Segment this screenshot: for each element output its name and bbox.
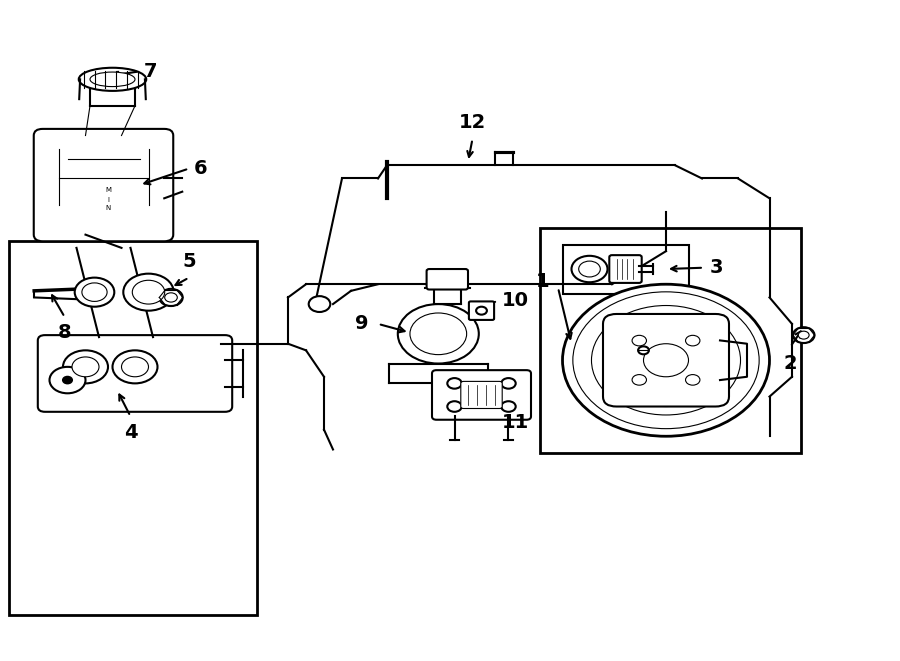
Circle shape <box>686 335 700 346</box>
Circle shape <box>63 377 72 383</box>
Circle shape <box>591 305 741 415</box>
FancyBboxPatch shape <box>469 301 494 320</box>
Text: N: N <box>105 205 111 212</box>
Circle shape <box>798 331 809 339</box>
Circle shape <box>123 274 174 311</box>
Circle shape <box>638 346 649 354</box>
Text: I: I <box>107 196 109 203</box>
Circle shape <box>63 350 108 383</box>
Text: 7: 7 <box>144 62 158 81</box>
FancyBboxPatch shape <box>38 335 232 412</box>
Text: 3: 3 <box>709 258 723 277</box>
Circle shape <box>410 313 467 354</box>
Circle shape <box>572 256 608 282</box>
Text: 4: 4 <box>123 423 138 442</box>
Text: 5: 5 <box>182 252 196 271</box>
Circle shape <box>82 283 107 301</box>
FancyBboxPatch shape <box>34 129 173 241</box>
Ellipse shape <box>90 72 135 87</box>
Text: 8: 8 <box>58 323 72 342</box>
Bar <box>9 241 256 615</box>
Circle shape <box>447 401 462 412</box>
Circle shape <box>632 335 646 346</box>
Circle shape <box>398 304 479 364</box>
Circle shape <box>50 367 86 393</box>
Text: 6: 6 <box>194 159 207 178</box>
Circle shape <box>686 375 700 385</box>
FancyBboxPatch shape <box>432 370 531 420</box>
Text: 12: 12 <box>459 113 486 132</box>
Circle shape <box>573 292 760 429</box>
Circle shape <box>159 289 183 306</box>
FancyBboxPatch shape <box>461 381 502 408</box>
Circle shape <box>501 378 516 389</box>
Circle shape <box>75 278 114 307</box>
FancyBboxPatch shape <box>603 314 729 407</box>
FancyBboxPatch shape <box>609 255 642 283</box>
Circle shape <box>132 280 165 304</box>
Circle shape <box>579 261 600 277</box>
Text: 9: 9 <box>356 315 369 333</box>
Circle shape <box>793 327 814 343</box>
Circle shape <box>476 307 487 315</box>
Text: 10: 10 <box>502 292 529 310</box>
Text: M: M <box>105 186 111 193</box>
Circle shape <box>447 378 462 389</box>
Circle shape <box>72 357 99 377</box>
Ellipse shape <box>79 68 146 91</box>
FancyBboxPatch shape <box>427 269 468 290</box>
Text: 2: 2 <box>783 354 797 373</box>
Circle shape <box>165 293 177 302</box>
Text: 1: 1 <box>536 272 549 291</box>
Bar <box>562 245 688 294</box>
Circle shape <box>501 401 516 412</box>
Circle shape <box>309 296 330 312</box>
Circle shape <box>112 350 158 383</box>
Circle shape <box>632 375 646 385</box>
Circle shape <box>644 344 688 377</box>
Bar <box>540 228 801 453</box>
Circle shape <box>122 357 148 377</box>
Text: 11: 11 <box>502 413 529 432</box>
Circle shape <box>562 284 770 436</box>
